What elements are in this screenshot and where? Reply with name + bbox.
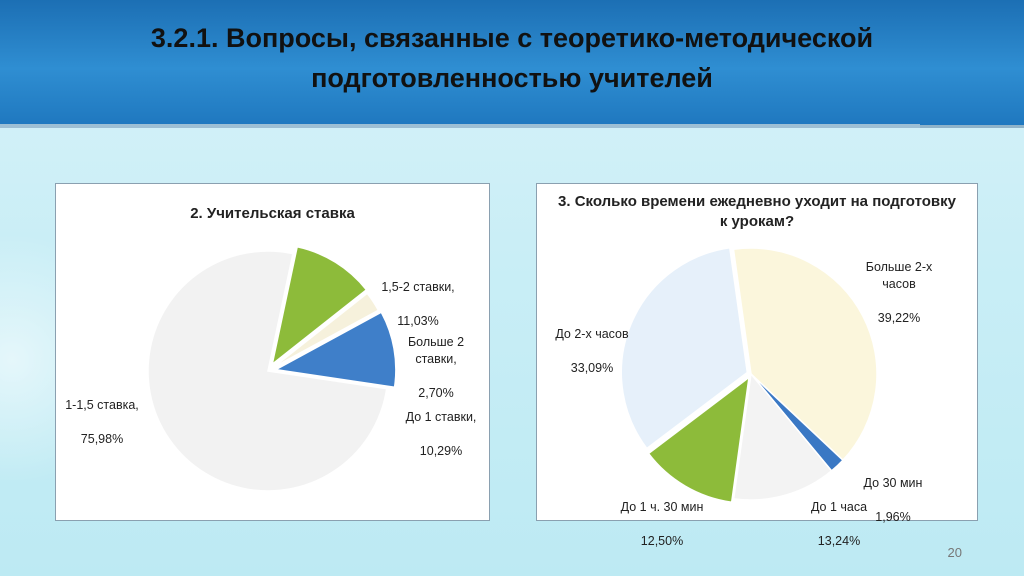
slide-title: 3.2.1. Вопросы, связанные с теоретико-ме… bbox=[150, 23, 874, 93]
slice-name: До 2-х часов bbox=[555, 327, 629, 341]
slice-label: Больше 2 ставки, 2,70% bbox=[396, 317, 476, 419]
slice-label: Больше 2-х часов 39,22% bbox=[859, 242, 939, 344]
pie-slice bbox=[272, 292, 380, 369]
slice-value: 2,70% bbox=[418, 386, 454, 400]
slice-label: До 1 ч. 30 мин 12,50% bbox=[607, 482, 717, 567]
pie-slice bbox=[732, 247, 878, 462]
title-bar-underline bbox=[0, 124, 920, 128]
chart-title: 2. Учительская ставка bbox=[190, 205, 355, 222]
slice-value: 33,09% bbox=[570, 361, 614, 375]
slice-name: До 30 мин bbox=[863, 476, 923, 490]
slice-name: До 1 часа bbox=[810, 500, 868, 514]
pie-slice bbox=[273, 311, 397, 389]
slice-name: До 1 ч. 30 мин bbox=[620, 500, 704, 514]
pie-slice bbox=[732, 372, 833, 501]
pie-slice bbox=[647, 375, 750, 504]
pie-slice bbox=[271, 245, 368, 367]
slice-label: До 2-х часов 33,09% bbox=[547, 309, 637, 394]
slice-value: 39,22% bbox=[877, 311, 921, 325]
slice-value: 12,50% bbox=[640, 534, 684, 548]
chart-panel-teacher-rate: 2. Учительская ставка 1,5-2 ставки, 11,0… bbox=[55, 183, 490, 521]
slice-value: 1,96% bbox=[875, 510, 911, 524]
slice-name: 1-1,5 ставка, bbox=[65, 398, 139, 412]
slice-label: До 1 ставки, 10,29% bbox=[396, 392, 486, 477]
slice-value: 13,24% bbox=[817, 534, 861, 548]
pie-slice bbox=[147, 250, 388, 492]
slice-value: 75,98% bbox=[80, 432, 124, 446]
slice-label: До 30 мин 1,96% bbox=[853, 458, 933, 543]
slice-name: До 1 ставки, bbox=[405, 410, 477, 424]
title-bar bbox=[0, 0, 1024, 125]
pie-chart-preparation-time bbox=[620, 246, 878, 504]
chart-panel-preparation-time: 3. Сколько времени ежедневно уходит на п… bbox=[536, 183, 978, 548]
pie-chart-teacher-rate bbox=[147, 245, 397, 492]
slice-label: До 1 часа 13,24% bbox=[799, 482, 879, 567]
slice-name: Больше 2 ставки, bbox=[407, 335, 465, 366]
slice-value: 11,03% bbox=[397, 314, 439, 328]
page-number: 20 bbox=[947, 545, 962, 560]
pie-slice bbox=[620, 246, 749, 450]
slice-name: Больше 2-х часов bbox=[865, 260, 933, 291]
slice-name: 1,5-2 ставки, bbox=[381, 280, 455, 294]
chart-title: 3. Сколько времени ежедневно уходит на п… bbox=[558, 193, 956, 230]
slice-value: 10,29% bbox=[419, 444, 463, 458]
slice-label: 1-1,5 ставка, 75,98% bbox=[60, 380, 144, 465]
slice-label: 1,5-2 ставки, 11,03% bbox=[368, 262, 468, 347]
